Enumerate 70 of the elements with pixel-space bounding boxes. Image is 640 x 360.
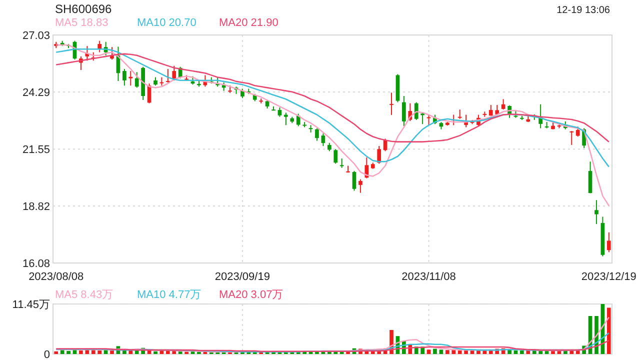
x-tick-label: 2023/12/19 bbox=[581, 271, 636, 283]
bar bbox=[134, 350, 139, 354]
series-label: MA5 18.83 bbox=[55, 17, 108, 29]
chart-title: SH600696 bbox=[55, 2, 112, 16]
text: MA5 8.43万 bbox=[55, 289, 114, 301]
bar bbox=[110, 350, 114, 354]
bar bbox=[452, 350, 456, 354]
candlestick bbox=[594, 200, 598, 225]
candlestick bbox=[576, 126, 580, 138]
text: MA10 20.70 bbox=[137, 17, 196, 29]
x-tick-label: 2023/09/19 bbox=[214, 271, 270, 283]
bar bbox=[54, 351, 58, 354]
bar bbox=[66, 350, 70, 354]
x-tick-label: 2023/08/08 bbox=[28, 271, 84, 283]
line-series bbox=[55, 44, 610, 206]
candlestick bbox=[296, 113, 300, 127]
candlestick bbox=[128, 70, 133, 86]
y-tick-label: 24.29 bbox=[22, 86, 50, 99]
bar bbox=[128, 350, 133, 354]
y-tick-label: 0 bbox=[44, 348, 50, 360]
bar bbox=[520, 350, 524, 354]
y-tick-label: 27.03 bbox=[22, 30, 50, 42]
candlestick bbox=[458, 109, 462, 120]
bar bbox=[606, 308, 611, 354]
text: MA20 21.90 bbox=[219, 17, 278, 29]
text: 12-19 13:06 bbox=[556, 5, 610, 16]
y-tick-label: 21.55 bbox=[22, 144, 50, 156]
bar bbox=[433, 348, 437, 354]
candlestick bbox=[172, 65, 176, 81]
candlestick bbox=[377, 145, 382, 164]
candlestick bbox=[122, 68, 126, 86]
bar bbox=[514, 350, 518, 354]
candlestick bbox=[308, 124, 313, 133]
candlestick bbox=[402, 96, 406, 127]
bar bbox=[458, 350, 462, 354]
candlestick bbox=[414, 102, 418, 120]
candlestick bbox=[284, 112, 288, 126]
bar bbox=[154, 351, 158, 354]
candlestick bbox=[166, 68, 170, 83]
bar bbox=[160, 350, 164, 354]
candlestick bbox=[315, 128, 319, 142]
bar bbox=[166, 350, 170, 354]
bar bbox=[526, 350, 530, 354]
candlestick bbox=[134, 72, 139, 88]
bar bbox=[439, 350, 444, 354]
candlestick bbox=[488, 104, 493, 116]
candlestick bbox=[278, 106, 282, 118]
candlestick bbox=[352, 170, 356, 192]
text: MA20 3.07万 bbox=[219, 289, 284, 301]
x-tick-label: 2023/11/08 bbox=[402, 271, 456, 283]
candlestick bbox=[98, 40, 102, 53]
bar bbox=[79, 350, 83, 354]
candlestick bbox=[588, 161, 592, 194]
y-tick-label: 16.08 bbox=[22, 258, 50, 270]
candlestick bbox=[606, 232, 611, 253]
bar bbox=[476, 350, 480, 354]
candlestick bbox=[321, 132, 326, 146]
y-tick-label: 11.45万 bbox=[12, 298, 50, 311]
candlestick bbox=[570, 130, 574, 146]
line-series bbox=[55, 53, 610, 142]
bar bbox=[445, 350, 450, 354]
text: MA10 4.77万 bbox=[137, 289, 202, 301]
candlestick bbox=[390, 92, 394, 116]
y-tick-label: 18.82 bbox=[22, 200, 50, 213]
candlestick bbox=[203, 74, 208, 88]
candlestick bbox=[358, 178, 362, 194]
line-series bbox=[55, 340, 610, 352]
candlestick bbox=[364, 156, 369, 179]
bar bbox=[98, 350, 102, 354]
candlestick bbox=[334, 148, 338, 164]
